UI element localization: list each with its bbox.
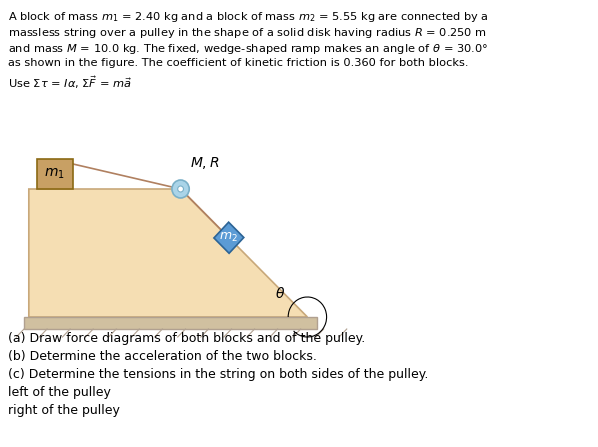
Text: $M, R$: $M, R$ xyxy=(190,155,219,171)
Text: as shown in the figure. The coefficient of kinetic friction is 0.360 for both bl: as shown in the figure. The coefficient … xyxy=(8,58,468,68)
Circle shape xyxy=(172,180,189,198)
Text: (c) Determine the tensions in the string on both sides of the pulley.: (c) Determine the tensions in the string… xyxy=(8,368,428,381)
Polygon shape xyxy=(29,189,307,317)
Text: A block of mass $m_1$ = 2.40 kg and a block of mass $m_2$ = 5.55 kg are connecte: A block of mass $m_1$ = 2.40 kg and a bl… xyxy=(8,10,489,24)
Text: $m_1$: $m_1$ xyxy=(44,167,65,181)
Text: massless string over a pulley in the shape of a solid disk having radius $R$ = 0: massless string over a pulley in the sha… xyxy=(8,26,486,40)
Text: left of the pulley: left of the pulley xyxy=(8,386,111,399)
Text: right of the pulley: right of the pulley xyxy=(8,404,120,417)
Polygon shape xyxy=(36,159,73,189)
Polygon shape xyxy=(24,317,317,329)
Text: (a) Draw force diagrams of both blocks and of the pulley.: (a) Draw force diagrams of both blocks a… xyxy=(8,332,365,345)
Text: $\theta$: $\theta$ xyxy=(275,286,286,301)
Text: $m_2$: $m_2$ xyxy=(219,231,238,244)
Text: (b) Determine the acceleration of the two blocks.: (b) Determine the acceleration of the tw… xyxy=(8,350,316,363)
Text: and mass $M$ = 10.0 kg. The fixed, wedge-shaped ramp makes an angle of $\theta$ : and mass $M$ = 10.0 kg. The fixed, wedge… xyxy=(8,42,488,56)
Circle shape xyxy=(178,186,184,192)
Polygon shape xyxy=(214,222,244,253)
Text: Use $\Sigma\tau$ = $I\alpha$, $\Sigma\vec{F}$ = $m\vec{a}$: Use $\Sigma\tau$ = $I\alpha$, $\Sigma\ve… xyxy=(8,74,132,91)
